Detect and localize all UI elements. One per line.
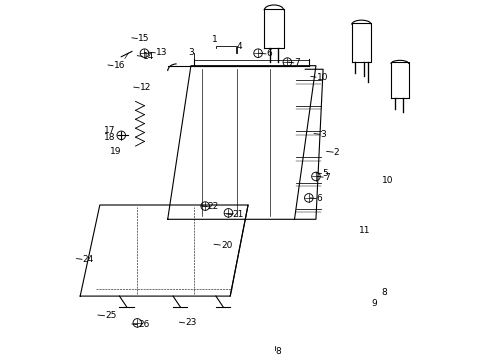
Text: 22: 22 [207,202,219,211]
Text: 7: 7 [323,173,329,182]
Text: 3: 3 [320,130,325,139]
Text: 2: 2 [333,148,339,157]
Text: 10: 10 [381,176,393,185]
Text: 14: 14 [143,52,155,61]
Text: 11: 11 [358,225,369,234]
Text: 24: 24 [82,255,94,264]
Text: 7: 7 [294,58,300,67]
Text: 6: 6 [316,194,322,203]
Text: 8: 8 [380,288,386,297]
Text: 9: 9 [370,299,376,308]
Text: 8: 8 [275,347,281,356]
Text: 21: 21 [232,210,244,219]
Text: 20: 20 [221,240,232,249]
Text: 25: 25 [105,311,116,320]
Text: 19: 19 [109,147,121,156]
Text: 18: 18 [104,133,116,142]
Text: 12: 12 [140,83,151,92]
Text: 13: 13 [156,48,167,57]
Text: 6: 6 [266,49,272,58]
Text: 5: 5 [322,169,327,178]
Text: 10: 10 [316,73,327,82]
Text: 4: 4 [236,41,242,50]
Text: 16: 16 [114,61,125,70]
Text: 26: 26 [138,320,149,329]
Text: 17: 17 [104,126,116,135]
Text: 1: 1 [212,35,218,44]
Text: 15: 15 [138,34,149,43]
Text: 3: 3 [188,48,193,57]
Text: 23: 23 [185,318,196,327]
